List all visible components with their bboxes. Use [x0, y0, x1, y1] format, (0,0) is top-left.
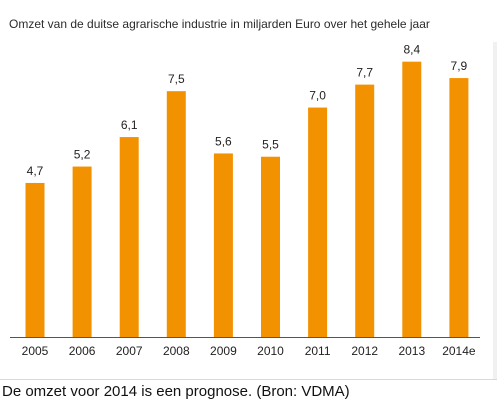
x-tick-label: 2009: [210, 344, 237, 358]
chart-title: Omzet van de duitse agrarische industrie…: [9, 17, 430, 31]
bar-chart: 4,7 2005 5,2 2006 6,1 2007 7,5 2008 5,6 2009 5,5 20…: [10, 43, 480, 358]
data-label: 4,7: [27, 164, 44, 178]
x-tick-label: 2006: [69, 344, 96, 358]
bar-2013: [402, 61, 422, 338]
data-label: 7,9: [451, 59, 468, 73]
x-tick-label: 2012: [351, 344, 378, 358]
data-label: 5,6: [215, 134, 232, 148]
bar-2007: [119, 137, 139, 337]
data-label: 5,5: [262, 138, 279, 152]
x-tick-label: 2013: [398, 344, 425, 358]
bar-2014e: [449, 78, 469, 338]
data-label: 7,0: [309, 89, 326, 103]
bar-2009: [213, 153, 233, 337]
data-label: 7,5: [168, 72, 185, 86]
x-tick-label: 2011: [305, 344, 331, 358]
bar-2010: [261, 156, 280, 337]
footnote: De omzet voor 2014 is een prognose. (Bro…: [2, 383, 350, 400]
bar-2012: [355, 84, 375, 337]
panel-edge: [493, 42, 497, 379]
x-tick-label: 2008: [163, 344, 190, 358]
data-label: 5,2: [74, 148, 91, 162]
x-tick-label: 2007: [116, 344, 143, 358]
bar-2006: [72, 166, 92, 337]
bar-2008: [166, 91, 186, 337]
divider: [0, 379, 497, 380]
data-label: 8,4: [403, 43, 420, 57]
bar-2011: [308, 107, 328, 337]
x-tick-label: 2014e: [442, 344, 476, 358]
x-tick-label: 2010: [257, 344, 284, 358]
data-label: 7,7: [356, 66, 373, 80]
bar-2005: [25, 182, 45, 337]
x-tick-label: 2005: [22, 344, 49, 358]
data-label: 6,1: [121, 118, 138, 132]
